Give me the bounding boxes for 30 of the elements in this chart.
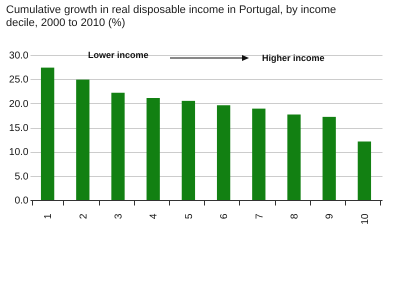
x-tick-label: 5	[184, 213, 195, 220]
annotation: Lower income	[88, 50, 149, 60]
x-tick-label: 4	[148, 213, 160, 220]
y-tick-label: 0.0	[14, 196, 29, 206]
bar	[287, 114, 301, 200]
x-tick-label: 10	[360, 213, 371, 225]
annotation: Higher income	[262, 53, 325, 63]
x-tick-label: 7	[254, 213, 266, 220]
bar	[76, 80, 90, 200]
x-tick-label: 6	[219, 213, 230, 220]
y-tick-label: 10.0	[9, 147, 29, 158]
y-tick-label: 20.0	[9, 98, 29, 110]
y-tick-label: 25.0	[9, 74, 29, 86]
y-tick-label: 5.0	[14, 171, 29, 182]
bar	[358, 142, 372, 200]
x-tick-label: 9	[324, 213, 336, 220]
x-tick-label: 8	[290, 213, 300, 220]
x-tick-label: 3	[114, 213, 124, 220]
y-tick-label: 30.0	[9, 50, 29, 62]
chart-title: Cumulative growth in real disposable income in Portugal, by income decile, 2000 to 2010 (%)	[6, 4, 338, 30]
bar	[40, 68, 54, 200]
bar	[252, 108, 266, 200]
x-tick-label: 1	[43, 213, 54, 220]
bar	[146, 98, 160, 200]
y-tick-label: 15.0	[9, 123, 29, 134]
bar	[216, 105, 230, 200]
bar	[322, 116, 336, 200]
bar	[111, 92, 125, 200]
x-tick-label: 2	[78, 213, 90, 220]
bar	[182, 100, 196, 200]
